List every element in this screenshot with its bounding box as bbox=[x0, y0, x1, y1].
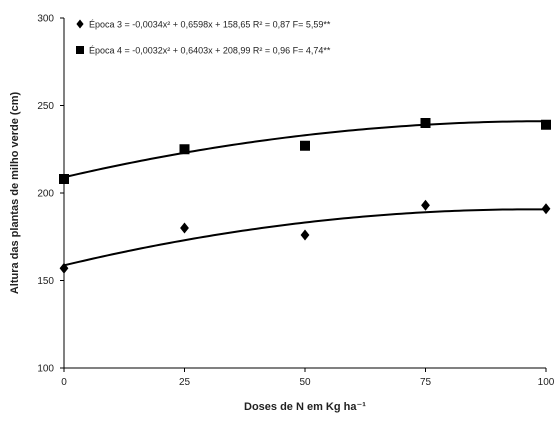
y-tick-label: 300 bbox=[37, 14, 54, 25]
data-point-series-2 bbox=[179, 144, 190, 155]
y-tick-label: 250 bbox=[37, 101, 54, 112]
legend: Época 3 = -0,0034x² + 0,6598x + 158,65 R… bbox=[76, 19, 331, 56]
legend-marker-series-1 bbox=[76, 19, 84, 29]
data-point-series-1 bbox=[180, 222, 189, 234]
fit-line-series-2 bbox=[63, 120, 547, 179]
y-axis: 100 150 200 250 300 bbox=[37, 14, 65, 375]
x-axis: 0 25 50 75 100 bbox=[61, 367, 555, 388]
data-point-series-2 bbox=[541, 119, 551, 130]
data-point-series-1 bbox=[421, 199, 430, 211]
y-tick-label: 150 bbox=[37, 276, 54, 287]
x-tick-label: 100 bbox=[538, 377, 555, 388]
data-point-series-2 bbox=[420, 118, 431, 128]
x-tick-label: 25 bbox=[179, 377, 191, 388]
data-point-series-1 bbox=[59, 262, 69, 274]
x-tick-label: 0 bbox=[61, 377, 67, 388]
data-points bbox=[59, 118, 551, 274]
x-tick-label: 50 bbox=[299, 377, 311, 388]
data-point-series-1 bbox=[541, 203, 551, 215]
x-axis-label: Doses de N em Kg ha⁻¹ bbox=[244, 401, 366, 413]
fit-lines bbox=[63, 120, 547, 267]
data-point-series-1 bbox=[300, 229, 310, 241]
x-tick-label: 75 bbox=[420, 377, 432, 388]
y-axis-label: Altura das plantas de milho verde (cm) bbox=[9, 92, 21, 295]
data-point-series-2 bbox=[59, 174, 69, 184]
legend-label-series-2: Época 4 = -0,0032x² + 0,6403x + 208,99 R… bbox=[89, 46, 331, 56]
legend-marker-series-2 bbox=[76, 46, 84, 54]
y-tick-label: 100 bbox=[37, 364, 54, 375]
legend-label-series-1: Época 3 = -0,0034x² + 0,6598x + 158,65 R… bbox=[89, 20, 331, 30]
fit-line-series-1 bbox=[63, 208, 547, 267]
data-point-series-2 bbox=[300, 140, 310, 151]
y-tick-label: 200 bbox=[37, 189, 54, 200]
